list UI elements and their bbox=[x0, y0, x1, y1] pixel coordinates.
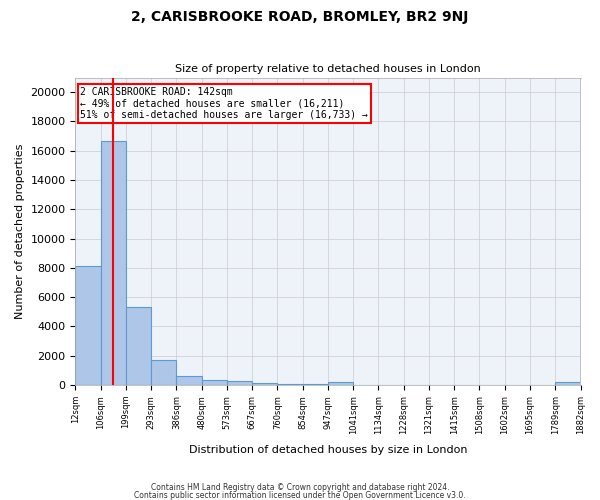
Bar bbox=[302, 384, 328, 385]
Bar bbox=[328, 382, 353, 385]
Title: Size of property relative to detached houses in London: Size of property relative to detached ho… bbox=[175, 64, 481, 74]
Bar bbox=[176, 376, 202, 385]
Bar bbox=[277, 384, 302, 385]
Y-axis label: Number of detached properties: Number of detached properties bbox=[15, 144, 25, 319]
Bar bbox=[202, 380, 227, 385]
Bar bbox=[252, 383, 277, 385]
Bar bbox=[101, 140, 126, 385]
Bar bbox=[227, 382, 252, 385]
Bar bbox=[555, 382, 581, 385]
X-axis label: Distribution of detached houses by size in London: Distribution of detached houses by size … bbox=[189, 445, 467, 455]
Bar bbox=[126, 308, 151, 385]
Text: Contains HM Land Registry data © Crown copyright and database right 2024.: Contains HM Land Registry data © Crown c… bbox=[151, 483, 449, 492]
Text: 2 CARISBROOKE ROAD: 142sqm
← 49% of detached houses are smaller (16,211)
51% of : 2 CARISBROOKE ROAD: 142sqm ← 49% of deta… bbox=[80, 87, 368, 120]
Bar bbox=[151, 360, 176, 385]
Text: 2, CARISBROOKE ROAD, BROMLEY, BR2 9NJ: 2, CARISBROOKE ROAD, BROMLEY, BR2 9NJ bbox=[131, 10, 469, 24]
Text: Contains public sector information licensed under the Open Government Licence v3: Contains public sector information licen… bbox=[134, 490, 466, 500]
Bar bbox=[76, 266, 101, 385]
